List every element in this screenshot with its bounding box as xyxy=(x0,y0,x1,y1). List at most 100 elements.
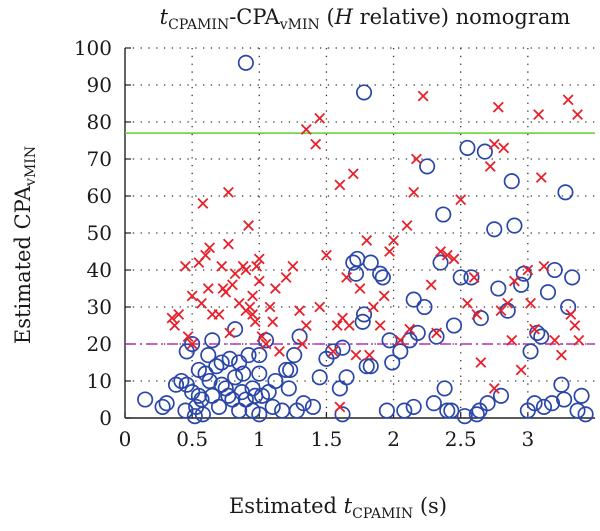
circle-point xyxy=(204,332,221,349)
circle-point xyxy=(334,406,351,423)
circle-point xyxy=(556,391,573,408)
cross-point xyxy=(562,94,574,106)
circle-point xyxy=(186,408,203,425)
cross-point xyxy=(287,260,299,272)
cross-point xyxy=(300,320,312,331)
cross-point xyxy=(549,334,561,346)
y-tick-label: 80 xyxy=(87,110,112,134)
circle-point xyxy=(158,395,175,412)
y-tick-label: 20 xyxy=(87,332,112,356)
cross-point xyxy=(247,308,259,320)
cross-point xyxy=(361,234,373,246)
cross-point xyxy=(417,90,429,102)
cross-point xyxy=(253,253,265,265)
circle-point xyxy=(190,387,207,404)
circle-point xyxy=(331,380,348,397)
circle-point xyxy=(227,321,244,338)
cross-point xyxy=(350,349,362,361)
cross-point xyxy=(404,323,416,335)
cross-point xyxy=(273,345,285,357)
circle-point xyxy=(425,395,442,412)
circle-point xyxy=(416,298,433,316)
cross-point xyxy=(334,401,346,413)
circle-point xyxy=(428,328,445,345)
cross-point xyxy=(506,334,518,346)
cross-point xyxy=(502,297,514,309)
cross-point xyxy=(354,283,366,294)
cross-point xyxy=(525,297,536,309)
circle-point xyxy=(435,206,452,223)
cross-point xyxy=(471,308,483,320)
cross-point xyxy=(475,357,487,368)
circle-point xyxy=(486,221,503,238)
cross-point xyxy=(253,275,265,287)
cross-point xyxy=(213,308,225,320)
cross-point xyxy=(251,260,263,272)
cross-point xyxy=(535,172,547,183)
cross-point xyxy=(267,316,279,328)
circle-point xyxy=(210,398,228,415)
circle-point xyxy=(291,328,308,345)
cross-point xyxy=(569,320,581,331)
y-tick-label: 40 xyxy=(87,258,112,282)
cross-point xyxy=(264,301,276,313)
circle-point xyxy=(506,217,523,234)
circle-point xyxy=(267,372,284,390)
cross-point xyxy=(484,160,496,172)
cross-point xyxy=(492,101,504,113)
cross-point xyxy=(169,320,181,331)
circle-point xyxy=(374,269,391,286)
circle-point xyxy=(154,398,171,415)
circle-point xyxy=(251,406,268,423)
circle-point xyxy=(513,276,530,293)
circle-point xyxy=(231,402,248,419)
cross-point xyxy=(296,338,308,350)
circle-point xyxy=(251,347,268,364)
cross-point xyxy=(334,179,346,191)
cross-point xyxy=(331,320,343,331)
circle-point xyxy=(573,387,590,404)
cross-point xyxy=(216,260,228,272)
circle-point xyxy=(378,402,395,419)
circle-point xyxy=(362,254,379,271)
x-tick-label: 0.5 xyxy=(176,427,208,451)
circle-point xyxy=(194,406,211,423)
circle-point xyxy=(355,306,373,323)
cross-point xyxy=(244,301,256,313)
cross-point xyxy=(341,271,353,283)
x-axis-label: Estimated tCPAMIN (s) xyxy=(229,494,447,522)
cross-point xyxy=(367,301,379,313)
cross-point xyxy=(441,249,453,261)
cross-point xyxy=(455,194,467,206)
cross-point xyxy=(515,364,527,376)
cross-point xyxy=(394,334,406,346)
cross-point xyxy=(378,290,390,302)
circle-point xyxy=(560,298,577,316)
y-tick-label: 30 xyxy=(87,295,112,319)
circle-point xyxy=(325,343,342,360)
circle-point xyxy=(251,365,268,382)
circle-point xyxy=(282,361,299,378)
y-axis-label: Estimated CPAvMIN xyxy=(11,146,39,344)
circle-point xyxy=(405,291,422,308)
circle-point xyxy=(543,395,561,412)
circle-point xyxy=(535,398,553,415)
circle-point xyxy=(463,269,480,286)
cross-point xyxy=(347,168,359,180)
circle-point xyxy=(381,332,398,349)
cross-point xyxy=(435,246,447,257)
circle-point xyxy=(439,402,456,419)
cross-point xyxy=(461,297,473,309)
circle-point xyxy=(432,254,449,271)
cross-point xyxy=(249,316,261,328)
cross-point xyxy=(300,123,312,135)
circle-point xyxy=(409,324,426,341)
x-tick-label: 3 xyxy=(521,427,534,451)
cross-point xyxy=(408,186,420,198)
circle-point xyxy=(396,402,413,419)
x-tick-label: 2.5 xyxy=(445,427,477,451)
y-tick-label: 0 xyxy=(99,406,112,430)
y-tick-label: 50 xyxy=(87,221,112,245)
circle-point xyxy=(286,347,303,364)
cross-point xyxy=(260,338,272,350)
